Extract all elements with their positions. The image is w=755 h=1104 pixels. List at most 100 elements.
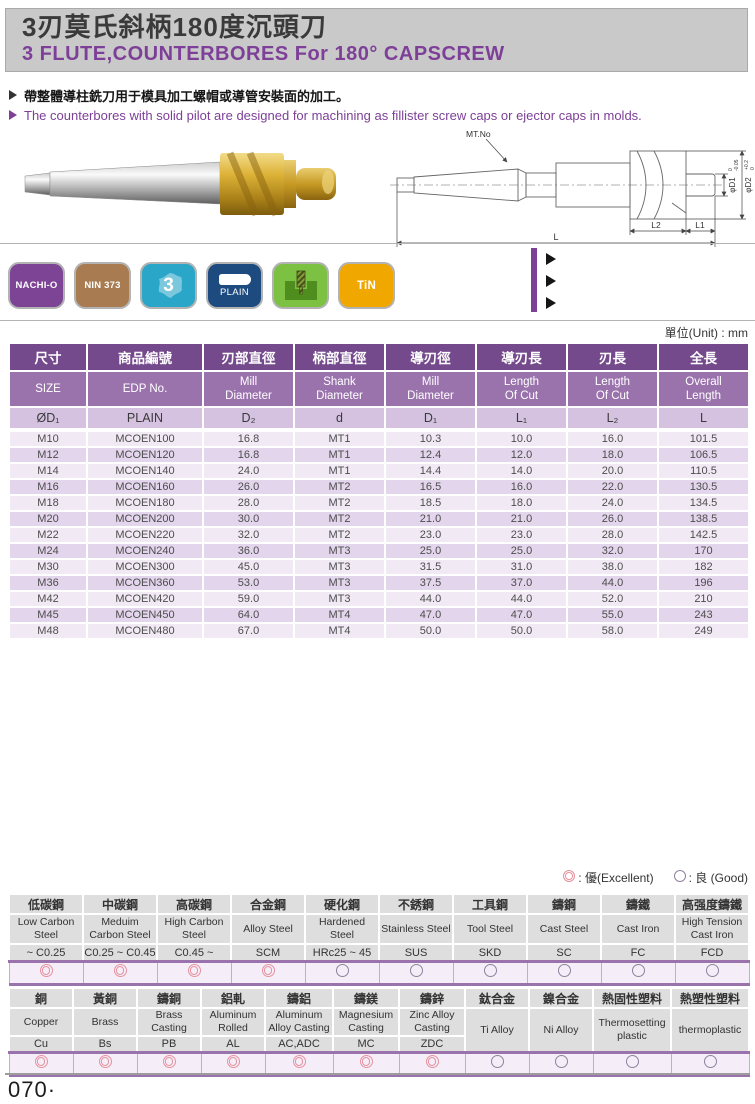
spec-cell: 38.0: [566, 558, 659, 576]
material-name-zh: 不銹鋼: [378, 893, 454, 915]
material-name-zh: 鈦合金: [464, 987, 530, 1009]
material-row-rating: [8, 960, 750, 986]
material-row-en: Low Carbon Steel Meduim Carbon Steel High …: [8, 913, 750, 945]
technical-drawing: MT.No L2 L1 L φD1 0 -0.05 φD2 +0.2 0: [390, 129, 754, 247]
spec-cell: MCOEN120: [86, 446, 204, 464]
material-code: PB: [136, 1035, 202, 1054]
material-name-zh: 高碳鋼: [156, 893, 232, 915]
material-rating: [526, 960, 602, 986]
spec-cell: 16.5: [384, 478, 477, 496]
title-chinese: 3刃莫氏斜柄180度沉頭刀: [22, 12, 327, 42]
spec-header-zh: 商品編號: [86, 342, 204, 372]
badge-tin-coating: TiN: [338, 262, 395, 309]
title-english: 3 FLUTE,COUNTERBORES For 180° CAPSCREW: [22, 43, 505, 66]
material-name-en: Brass: [72, 1007, 138, 1037]
material-name-zh: 中碳鋼: [82, 893, 158, 915]
material-row-code: ~ C0.25 C0.25 ~ C0.45 C0.45 ~ SCM HRc25 ~ 45…: [8, 943, 750, 963]
material-name-zh: 合金鋼: [230, 893, 306, 915]
spec-cell: MT1: [293, 462, 386, 480]
spec-cell: 37.5: [384, 574, 477, 592]
spec-cell: 58.0: [566, 622, 659, 640]
badge-plain-label: PLAIN: [220, 286, 249, 298]
spec-row: M14 MCOEN140 24.0 MT1 14.4 14.0 20.0 110.5: [8, 462, 750, 480]
material-name-en: Aluminum Alloy Casting: [264, 1007, 334, 1037]
spec-row: M42 MCOEN420 59.0 MT3 44.0 44.0 52.0 210: [8, 590, 750, 608]
material-name-zh: 鋁軋: [200, 987, 266, 1009]
material-rating: [304, 960, 380, 986]
spec-header-zh: 柄部直徑: [293, 342, 386, 372]
material-name-en: Ti Alloy: [464, 1007, 530, 1054]
counterbore-pocket-icon: [284, 270, 317, 300]
excellent-rating-icon: [34, 1055, 48, 1068]
good-rating-icon: [483, 964, 497, 977]
spec-row: M36 MCOEN360 53.0 MT3 37.5 37.0 44.0 196: [8, 574, 750, 592]
spec-cell: 37.0: [475, 574, 568, 592]
spec-cell: 55.0: [566, 606, 659, 624]
material-rating: [600, 960, 676, 986]
spec-cell: 30.0: [202, 510, 295, 528]
spec-cell: MT2: [293, 494, 386, 512]
spec-cell: M45: [8, 606, 88, 624]
material-name-en: Cast Iron: [600, 913, 676, 945]
spec-cell: 14.4: [384, 462, 477, 480]
spec-cell: 138.5: [657, 510, 750, 528]
drawing-d2-tol-bottom: 0: [750, 167, 754, 170]
excellent-rating-icon: [98, 1055, 112, 1068]
badge-counterbore-application: [272, 262, 329, 309]
material-name-en: Tool Steel: [452, 913, 528, 945]
spec-cell: MCOEN420: [86, 590, 204, 608]
rating-legend: : 優(Excellent) : 良 (Good): [563, 869, 748, 886]
good-rating-icon: [631, 964, 645, 977]
unit-label: 單位(Unit) : mm: [664, 326, 748, 340]
intro-chinese-text: 帶整體導柱銑刀用于模具加工螺帽或導管安裝面的加工。: [24, 88, 350, 104]
photo-taper-shank: [49, 161, 221, 205]
spec-cell: 196: [657, 574, 750, 592]
material-name-zh: 工具鋼: [452, 893, 528, 915]
spec-cell: 16.8: [202, 428, 295, 448]
spec-cell: MT4: [293, 622, 386, 640]
good-rating-icon: [625, 1055, 639, 1068]
excellent-rating-icon: [187, 964, 201, 977]
spec-header-sym: D₁: [384, 406, 477, 431]
spec-cell: 26.0: [566, 510, 659, 528]
spec-cell: MT3: [293, 558, 386, 576]
material-rating: [592, 1051, 672, 1077]
arrow-markers: [546, 253, 556, 319]
spec-row: M16 MCOEN160 26.0 MT2 16.5 16.0 22.0 130.5: [8, 478, 750, 496]
spec-cell: 64.0: [202, 606, 295, 624]
material-code: HRc25 ~ 45: [304, 943, 380, 963]
spec-cell: MCOEN100: [86, 428, 204, 448]
spec-cell: 23.0: [475, 526, 568, 544]
spec-cell: 44.0: [566, 574, 659, 592]
material-name-en: High Tension Cast Iron: [674, 913, 750, 945]
spec-cell: MT1: [293, 428, 386, 448]
drawing-d2-tol-top: +0.2: [744, 160, 750, 170]
spec-cell: 18.0: [475, 494, 568, 512]
material-name-zh: 熱塑性塑料: [670, 987, 750, 1009]
spec-cell: MCOEN300: [86, 558, 204, 576]
drawing-label-l: L: [553, 232, 558, 242]
spec-cell: 59.0: [202, 590, 295, 608]
material-name-zh: 鎳合金: [528, 987, 594, 1009]
material-code: ZDC: [398, 1035, 466, 1054]
excellent-rating-icon: [113, 964, 127, 977]
material-table-1: 低碳鋼 中碳鋼 高碳鋼 合金鋼 硬化鋼 不銹鋼 工具鋼 鑄鋼 鑄鐵 高强度鑄鐵 Low Carbon…: [8, 893, 750, 986]
material-name-zh: 硬化鋼: [304, 893, 380, 915]
bullet-triangle-icon: [9, 110, 17, 120]
spec-cell: M12: [8, 446, 88, 464]
excellent-rating-icon: [359, 1055, 373, 1068]
spec-table: 尺寸 商品編號 刃部直徑 柄部直徑 導刃徑 導刃長 刃長 全長 SIZE EDP No. Mill…: [8, 342, 750, 640]
spec-cell: 110.5: [657, 462, 750, 480]
material-name-zh: 鑄鋁: [264, 987, 334, 1009]
drawing-label-l2: L2: [651, 220, 661, 230]
spec-cell: 101.5: [657, 428, 750, 448]
excellent-rating-icon: [563, 870, 576, 882]
badge-flute-count-label: 3: [163, 274, 174, 296]
spec-header-zh: 刃長: [566, 342, 659, 372]
right-arrow-icon: [546, 275, 556, 287]
spec-header-sym: L₁: [475, 406, 568, 431]
drawing-label-mt: MT.No: [466, 129, 491, 139]
plain-shank-icon: [218, 273, 251, 285]
spec-cell: 210: [657, 590, 750, 608]
spec-header-sym: PLAIN: [86, 406, 204, 431]
